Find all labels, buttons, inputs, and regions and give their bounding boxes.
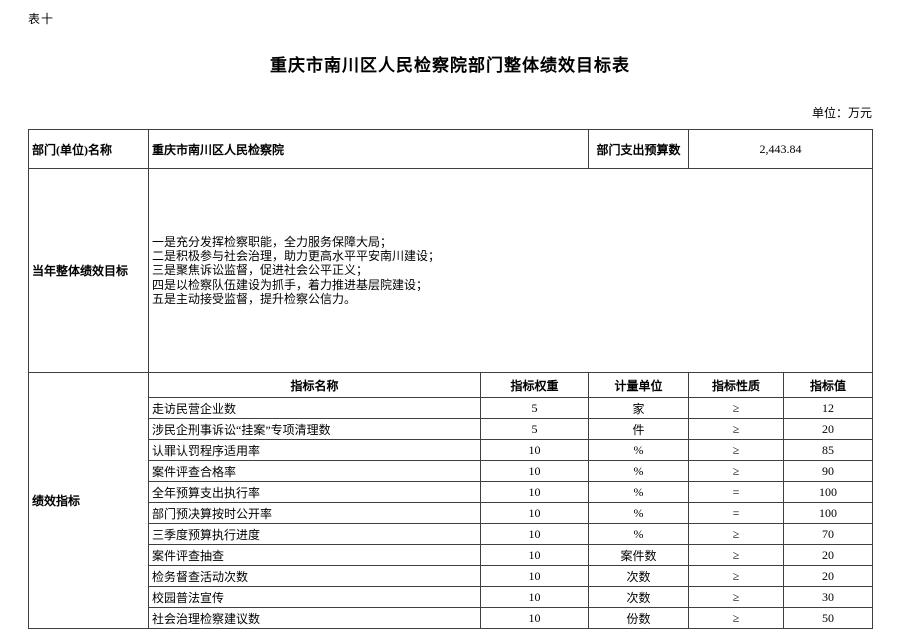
indicator-unit-cell: % (588, 481, 690, 503)
indicator-unit-cell: 份数 (588, 607, 690, 629)
goals-label-cell: 当年整体绩效目标 (28, 168, 149, 373)
indicator-nature-cell: ≥ (688, 460, 785, 482)
indicator-name-cell: 涉民企刑事诉讼“挂案”专项清理数 (148, 418, 481, 440)
indicator-value-cell: 50 (783, 607, 874, 629)
indicator-value-cell: 90 (783, 460, 874, 482)
indicator-name-cell: 案件评查抽查 (148, 544, 481, 566)
indicator-unit-cell: 案件数 (588, 544, 690, 566)
indicator-value-cell: 100 (783, 481, 874, 503)
indicator-weight-cell: 5 (479, 418, 590, 440)
indicator-nature-cell: ≥ (688, 607, 785, 629)
indicator-nature-cell: ≥ (688, 397, 785, 419)
indicator-nature-cell: ≥ (688, 544, 785, 566)
header-indicator-name: 指标名称 (148, 372, 481, 398)
header-measure-unit: 计量单位 (588, 372, 690, 398)
indicator-row: 校园普法宣传 10 次数 ≥ 30 (29, 586, 874, 608)
indicator-value-cell: 12 (783, 397, 874, 419)
indicator-nature-cell: = (688, 481, 785, 503)
goals-row: 当年整体绩效目标 一是充分发挥检察职能，全力服务保障大局； 二是积极参与社会治理… (28, 168, 874, 373)
indicator-nature-cell: ≥ (688, 565, 785, 587)
header-indicator-weight: 指标权重 (479, 372, 590, 398)
unit-note: 单位：万元 (811, 106, 872, 120)
document-page: 表十 重庆市南川区人民检察院部门整体绩效目标表 单位：万元 部门(单位)名称 重… (28, 0, 874, 629)
indicator-value-cell: 20 (783, 544, 874, 566)
budget-value-cell: 2,443.84 (688, 129, 874, 169)
indicator-weight-cell: 10 (479, 607, 590, 629)
indicator-name-cell: 社会治理检察建议数 (148, 607, 481, 629)
indicator-unit-cell: 次数 (588, 586, 690, 608)
header-indicator-value: 指标值 (783, 372, 874, 398)
indicator-name-cell: 走访民营企业数 (148, 397, 481, 419)
indicator-unit-cell: 家 (588, 397, 690, 419)
goals-text: 一是充分发挥检察职能，全力服务保障大局； 二是积极参与社会治理，助力更高水平平安… (152, 235, 441, 306)
dept-name-cell: 重庆市南川区人民检察院 (147, 129, 590, 169)
indicator-row: 涉民企刑事诉讼“挂案”专项清理数 5 件 ≥ 20 (29, 418, 874, 440)
indicator-unit-cell: % (588, 460, 690, 482)
indicator-nature-cell: ≥ (688, 418, 785, 440)
indicator-weight-cell: 10 (479, 502, 590, 524)
indicator-row: 三季度预算执行进度 10 % ≥ 70 (29, 523, 874, 545)
indicator-weight-cell: 10 (479, 586, 590, 608)
indicators-section-label-cell: 绩效指标 (28, 372, 149, 629)
table-number-tag: 表十 (28, 12, 55, 26)
budget-label-cell: 部门支出预算数 (588, 129, 690, 169)
indicator-weight-cell: 5 (479, 397, 590, 419)
indicator-row: 认罪认罚程序适用率 10 % ≥ 85 (29, 439, 874, 461)
indicator-unit-cell: % (588, 502, 690, 524)
indicator-nature-cell: ≥ (688, 523, 785, 545)
indicator-weight-cell: 10 (479, 460, 590, 482)
indicator-unit-cell: % (588, 523, 690, 545)
dept-row: 部门(单位)名称 重庆市南川区人民检察院 部门支出预算数 2,443.84 (28, 129, 874, 169)
indicator-row: 部门预决算按时公开率 10 % = 100 (29, 502, 874, 524)
indicator-row: 案件评查抽查 10 案件数 ≥ 20 (29, 544, 874, 566)
indicator-name-cell: 全年预算支出执行率 (148, 481, 481, 503)
indicator-weight-cell: 10 (479, 565, 590, 587)
indicator-name-cell: 部门预决算按时公开率 (148, 502, 481, 524)
indicator-row: 全年预算支出执行率 10 % = 100 (29, 481, 874, 503)
indicator-value-cell: 85 (783, 439, 874, 461)
dept-label-cell: 部门(单位)名称 (28, 129, 149, 169)
indicator-weight-cell: 10 (479, 481, 590, 503)
indicator-unit-cell: 件 (588, 418, 690, 440)
indicator-header-row: 绩效指标 指标名称 指标权重 计量单位 指标性质 指标值 (28, 372, 874, 629)
indicator-weight-cell: 10 (479, 523, 590, 545)
indicator-name-cell: 校园普法宣传 (148, 586, 481, 608)
indicator-row: 检务督查活动次数 10 次数 ≥ 20 (29, 565, 874, 587)
indicator-value-cell: 30 (783, 586, 874, 608)
indicator-row: 走访民营企业数 5 家 ≥ 12 (29, 397, 874, 419)
indicator-value-cell: 70 (783, 523, 874, 545)
indicator-unit-cell: % (588, 439, 690, 461)
indicator-row: 案件评查合格率 10 % ≥ 90 (29, 460, 874, 482)
goals-text-cell: 一是充分发挥检察职能，全力服务保障大局； 二是积极参与社会治理，助力更高水平平安… (147, 168, 874, 373)
header-indicator-nature: 指标性质 (688, 372, 785, 398)
indicator-name-cell: 检务督查活动次数 (148, 565, 481, 587)
indicator-weight-cell: 10 (479, 544, 590, 566)
performance-target-table: 部门(单位)名称 重庆市南川区人民检察院 部门支出预算数 2,443.84 当年… (28, 129, 874, 629)
indicator-nature-cell: ≥ (688, 439, 785, 461)
indicator-row: 社会治理检察建议数 10 份数 ≥ 50 (29, 607, 874, 629)
indicator-weight-cell: 10 (479, 439, 590, 461)
indicator-nature-cell: ≥ (688, 586, 785, 608)
page-title: 重庆市南川区人民检察院部门整体绩效目标表 (270, 56, 630, 75)
indicator-name-cell: 认罪认罚程序适用率 (148, 439, 481, 461)
indicator-value-cell: 20 (783, 565, 874, 587)
indicator-name-cell: 三季度预算执行进度 (148, 523, 481, 545)
indicator-unit-cell: 次数 (588, 565, 690, 587)
indicator-name-cell: 案件评查合格率 (148, 460, 481, 482)
indicator-value-cell: 20 (783, 418, 874, 440)
indicator-value-cell: 100 (783, 502, 874, 524)
indicator-nature-cell: = (688, 502, 785, 524)
